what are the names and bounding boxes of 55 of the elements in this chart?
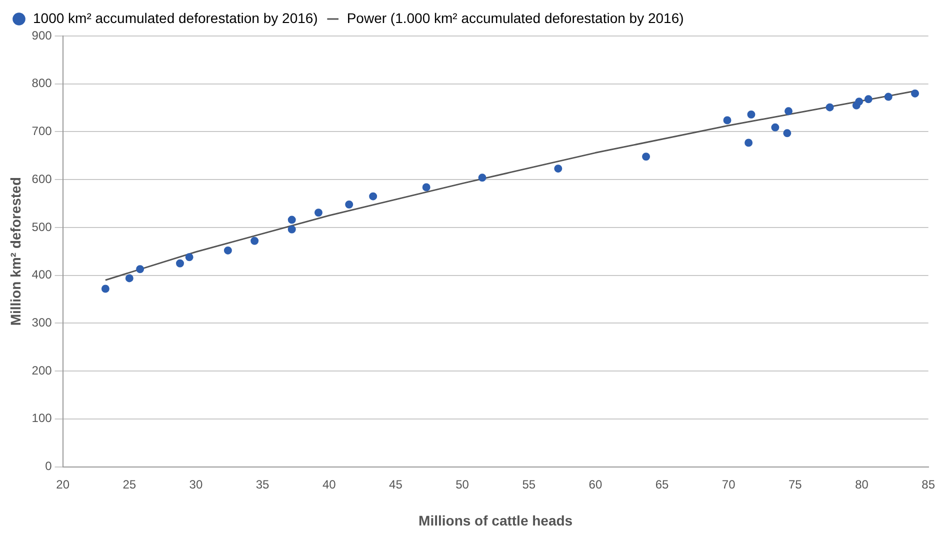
- point: [288, 216, 296, 224]
- x-tick-label: 35: [256, 477, 270, 492]
- y-tick-label: 800: [32, 76, 52, 90]
- y-tick-label: 300: [32, 316, 52, 330]
- point: [911, 89, 920, 98]
- legend-label: Power (1.000 km² accumulated deforestation by 2016): [346, 10, 684, 26]
- point: [250, 236, 259, 245]
- y-tick-label: 500: [32, 220, 52, 234]
- point: [826, 103, 834, 112]
- point: [723, 116, 732, 124]
- point: [884, 92, 892, 101]
- x-tick-label: 30: [189, 477, 203, 492]
- point: [345, 200, 354, 208]
- point: [784, 107, 793, 116]
- y-tick-label: 700: [32, 124, 52, 138]
- legend-label: 1000 km² accumulated deforestation by 2016): [33, 10, 318, 26]
- point: [224, 246, 232, 254]
- point: [369, 192, 378, 200]
- x-tick-label: 75: [788, 477, 802, 492]
- y-tick-label: 400: [32, 268, 52, 282]
- x-tick-label: 70: [722, 477, 736, 492]
- point: [422, 183, 430, 192]
- y-tick-label: 100: [32, 411, 52, 426]
- point: [855, 98, 864, 106]
- point: [771, 123, 780, 132]
- point: [554, 164, 562, 173]
- point: [314, 208, 322, 217]
- point: [478, 174, 486, 182]
- x-tick-label: 50: [456, 477, 470, 492]
- y-axis-title: Million km² deforested: [7, 177, 24, 326]
- x-tick-label: 60: [588, 477, 602, 492]
- point: [747, 110, 756, 118]
- x-tick-label: 25: [122, 477, 136, 492]
- y-tick-label: 600: [32, 172, 52, 186]
- point: [101, 284, 110, 293]
- point: [185, 253, 194, 262]
- x-tick-label: 80: [855, 477, 869, 492]
- point: [783, 129, 792, 138]
- y-tick-label: 200: [32, 363, 52, 378]
- y-tick-label: 0: [45, 459, 52, 474]
- x-tick-label: 65: [655, 477, 670, 492]
- x-tick-label: 85: [922, 477, 936, 492]
- y-tick-label: 900: [32, 28, 52, 42]
- x-tick-label: 55: [522, 477, 536, 492]
- point: [125, 274, 134, 282]
- x-axis-title: Millions of cattle heads: [418, 512, 573, 528]
- x-tick-label: 20: [56, 477, 70, 492]
- point: [642, 152, 650, 161]
- point: [864, 95, 872, 104]
- x-tick-label: 40: [322, 477, 336, 492]
- point: [288, 225, 296, 234]
- point: [136, 265, 144, 274]
- x-tick-label: 45: [389, 477, 403, 492]
- point: [176, 259, 184, 268]
- point: [744, 138, 753, 147]
